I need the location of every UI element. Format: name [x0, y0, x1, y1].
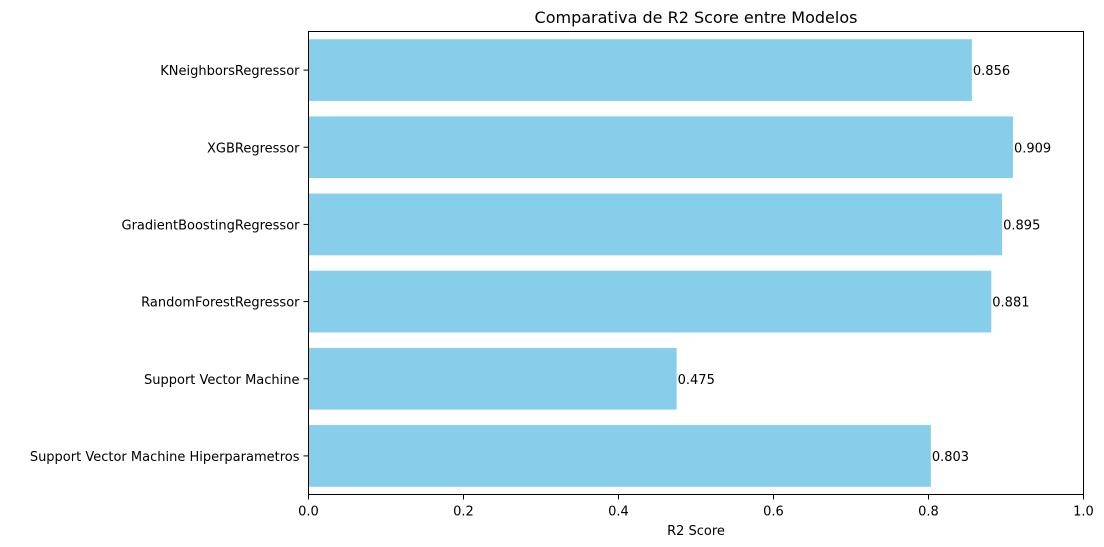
bar-1	[308, 116, 1013, 179]
bar-3	[308, 270, 992, 333]
x-axis-ticks: 0.0 0.2 0.4 0.6 0.8 1.0	[298, 494, 1094, 520]
bar-5	[308, 425, 931, 487]
x-tick-label-2: 0.4	[608, 505, 629, 520]
data-label-4: 0.475	[678, 373, 715, 388]
y-tick-label-2: GradientBoostingRegressor	[122, 218, 301, 233]
bar-0	[308, 39, 972, 101]
x-tick-label-4: 0.8	[918, 505, 939, 520]
data-label-2: 0.895	[1003, 218, 1040, 233]
y-tick-label-0: KNeighborsRegressor	[160, 64, 300, 79]
plot-frame	[308, 31, 1084, 495]
x-tick-label-1: 0.2	[453, 505, 474, 520]
data-label-5: 0.803	[932, 450, 969, 465]
y-axis-ticks: KNeighborsRegressor XGBRegressor GradientB…	[30, 64, 309, 465]
y-tick-label-4: Support Vector Machine	[144, 373, 300, 388]
x-tick-label-3: 0.6	[763, 505, 784, 520]
bars-group: 0.856 0.909 0.895 0.881 0.475 0.803	[308, 39, 1051, 487]
y-tick-label-3: RandomForestRegressor	[141, 296, 300, 311]
data-label-0: 0.856	[973, 64, 1010, 79]
x-axis-label: R2 Score	[667, 524, 725, 539]
y-tick-label-1: XGBRegressor	[207, 141, 300, 156]
bar-4	[308, 347, 677, 410]
bar-2	[308, 193, 1003, 256]
x-tick-label-0: 0.0	[298, 505, 319, 520]
data-label-1: 0.909	[1014, 141, 1051, 156]
chart-title: Comparativa de R2 Score entre Modelos	[535, 8, 858, 27]
data-label-3: 0.881	[992, 296, 1029, 311]
y-tick-label-5: Support Vector Machine Hiperparametros	[30, 450, 300, 465]
x-tick-label-5: 1.0	[1073, 505, 1094, 520]
